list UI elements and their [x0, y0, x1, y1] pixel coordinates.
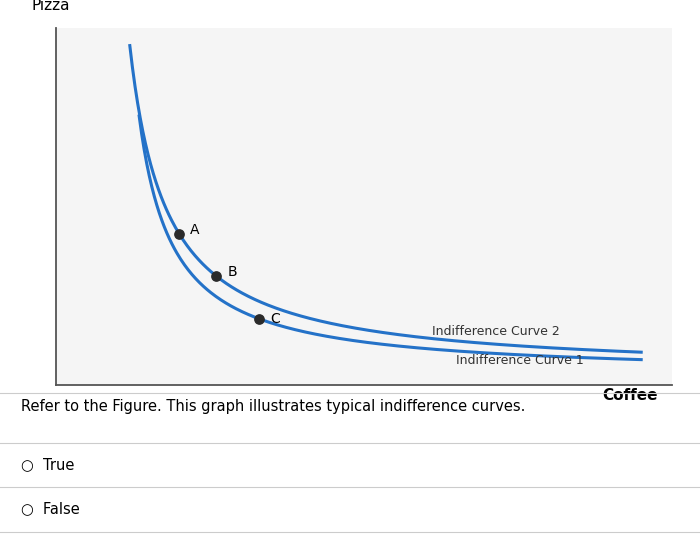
Text: Coffee: Coffee: [603, 388, 658, 403]
Text: C: C: [270, 312, 280, 326]
Point: [174, 229, 185, 238]
Text: ○  True: ○ True: [21, 457, 74, 472]
Text: Indifference Curve 2: Indifference Curve 2: [432, 324, 559, 338]
Text: Refer to the Figure. This graph illustrates typical indifference curves.: Refer to the Figure. This graph illustra…: [21, 399, 526, 414]
Text: Indifference Curve 1: Indifference Curve 1: [456, 354, 584, 367]
Text: Pizza: Pizza: [32, 0, 70, 13]
Text: A: A: [190, 223, 199, 237]
Point: [253, 315, 265, 323]
Text: B: B: [228, 266, 237, 279]
Text: ○  False: ○ False: [21, 501, 80, 516]
Point: [211, 272, 222, 280]
